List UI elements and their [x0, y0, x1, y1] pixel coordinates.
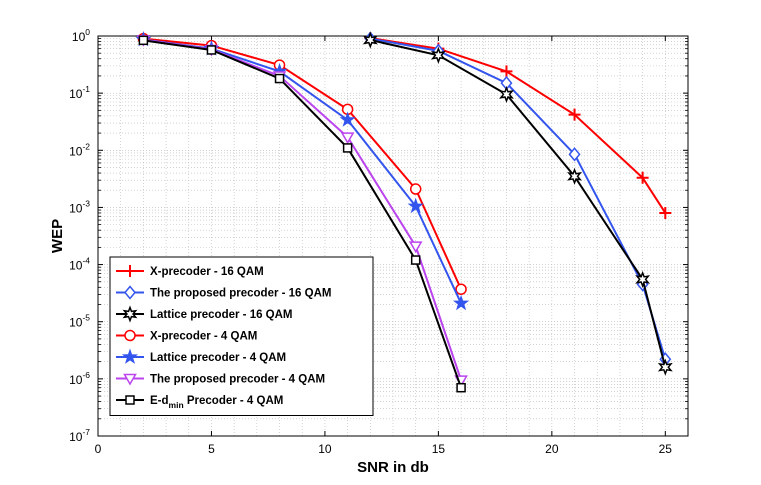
legend-label: The proposed precoder - 4 QAM: [150, 374, 325, 386]
data-point: [430, 46, 446, 64]
grid-lines: [98, 36, 688, 436]
y-tick-label: 100: [72, 27, 90, 44]
legend-entry: Lattice precoder - 4 QAM: [116, 348, 286, 364]
tick-labels: 0 5 10 15 20 25 100 10-1 10-2 10-3 10-4 10-5 10-6 10-…: [69, 27, 672, 456]
x-tick-label: 20: [545, 442, 559, 456]
data-point: [340, 132, 355, 145]
data-point: [568, 108, 581, 121]
series-6: [138, 35, 466, 393]
legend-label: Lattice precoder - 16 QAM: [150, 309, 293, 321]
legend-entry: X-precoder - 16 QAM: [116, 265, 264, 278]
data-point: [456, 382, 466, 393]
y-tick-label: 10-5: [69, 313, 90, 330]
data-point: [452, 294, 470, 311]
legend-marker: [124, 265, 136, 277]
legend-entry: The proposed precoder - 16 QAM: [116, 285, 331, 300]
x-axis-label: SNR in db: [357, 459, 429, 476]
legend-marker: [121, 348, 139, 364]
legend-marker: [125, 395, 135, 405]
data-point: [635, 270, 651, 288]
data-point: [567, 167, 582, 185]
legend: X-precoder - 16 QAM The proposed precoder…: [109, 256, 374, 416]
legend-box: [109, 256, 374, 416]
legend-label: X-precoder - 4 QAM: [150, 331, 257, 343]
y-tick-label: 10-7: [69, 427, 90, 444]
data-point: [339, 111, 356, 127]
y-tick-label: 10-6: [69, 370, 90, 387]
legend-label: The proposed precoder - 16 QAM: [150, 288, 331, 300]
axes: [97, 35, 689, 437]
data-point: [138, 35, 149, 46]
x-tick-label: 5: [208, 442, 215, 456]
data-point: [659, 206, 672, 219]
legend-entry: X-precoder - 4 QAM: [116, 329, 257, 343]
data-point: [455, 283, 467, 295]
data-point: [408, 241, 423, 254]
data-point: [568, 147, 581, 162]
x-tick-label: 10: [318, 442, 332, 456]
data-point: [410, 255, 421, 265]
legend-entry: Lattice precoder - 16 QAM: [116, 305, 293, 323]
legend-entry: E-dmin Precoder - 4 QAM: [116, 395, 283, 410]
y-tick-label: 10-2: [69, 141, 90, 158]
series-0: [364, 32, 672, 219]
data-point: [499, 85, 514, 104]
x-tick-label: 25: [659, 442, 673, 456]
series-2: [362, 31, 673, 376]
series-line: [370, 37, 667, 214]
plot-frame: [97, 35, 689, 437]
data-point: [274, 73, 285, 84]
data-series: [135, 30, 673, 393]
data-point: [500, 65, 513, 78]
data-point: [342, 143, 353, 153]
legend-marker: [124, 285, 136, 300]
legend-marker: [124, 329, 136, 342]
data-point: [407, 197, 424, 214]
y-tick-label: 10-4: [69, 256, 90, 273]
data-point: [657, 358, 673, 376]
data-point: [636, 171, 649, 184]
y-tick-label: 10-1: [69, 84, 90, 101]
series-line: [143, 37, 462, 290]
data-point: [362, 31, 378, 49]
legend-entry: The proposed precoder - 4 QAM: [116, 374, 325, 386]
series-line: [370, 39, 667, 368]
legend-marker: [123, 373, 137, 386]
data-point: [409, 183, 422, 195]
legend-label: X-precoder - 16 QAM: [150, 266, 264, 278]
legend-marker: [122, 305, 138, 323]
series-line: [143, 39, 463, 389]
legend-label: E-dmin Precoder - 4 QAM: [150, 395, 283, 410]
x-tick-label: 15: [432, 442, 446, 456]
y-tick-label: 10-3: [69, 198, 90, 215]
x-tick-label: 0: [95, 442, 102, 456]
legend-label: Lattice precoder - 4 QAM: [150, 352, 286, 364]
y-axis-label: WEP: [49, 219, 66, 253]
data-point: [206, 45, 217, 55]
